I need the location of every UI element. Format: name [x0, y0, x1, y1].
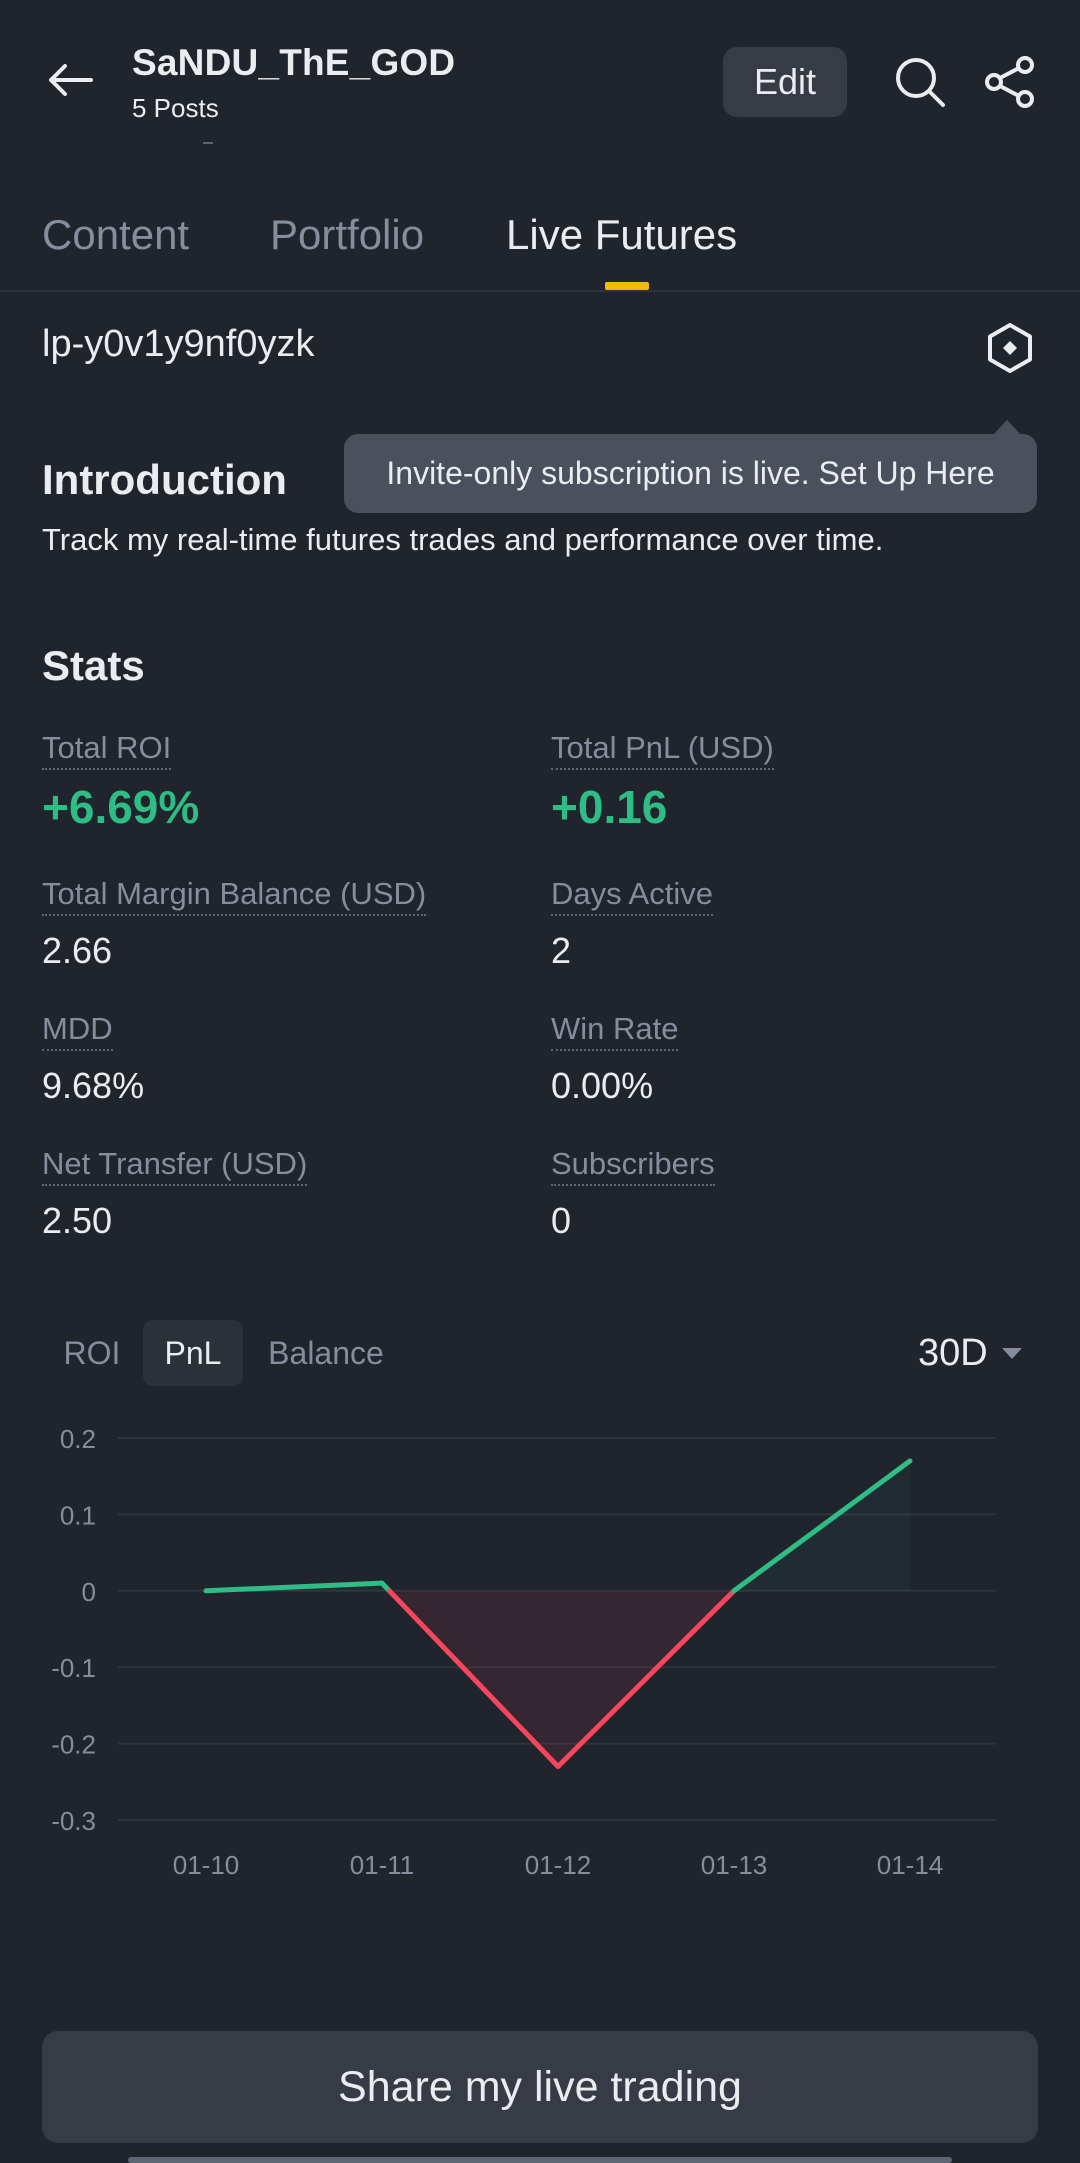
stat-label-total-roi[interactable]: Total ROI	[42, 730, 172, 770]
pnl-line-positive	[203, 1580, 385, 1594]
y-tick-label: 0.1	[60, 1500, 96, 1530]
x-tick-label: 01-14	[877, 1850, 944, 1880]
pnl-line-negative	[555, 1588, 737, 1770]
y-tick-label: 0.2	[60, 1424, 96, 1454]
stat-value-total-pnl: +0.16	[551, 781, 668, 833]
caret-down-icon	[1001, 1347, 1022, 1359]
y-tick-label: 0	[82, 1577, 96, 1607]
pnl-chart: 0.2 0.1 0 -0.1 -0.2 -0.3 01-10 01-11 01-12 01-13 0…	[51, 1424, 996, 1880]
stat-label-win-rate[interactable]: Win Rate	[551, 1011, 679, 1051]
stat-value-win-rate: 0.00%	[551, 1065, 654, 1106]
y-tick-label: -0.1	[51, 1653, 96, 1683]
y-tick-label: -0.3	[51, 1806, 96, 1836]
hexagon-settings-icon	[988, 323, 1032, 373]
settings-button[interactable]	[982, 320, 1038, 376]
subscription-tooltip[interactable]: Invite-only subscription is live. Set Up…	[344, 434, 1037, 513]
tab-content[interactable]: Content	[42, 211, 190, 258]
x-tick-label: 01-12	[525, 1850, 592, 1880]
pnl-line-negative	[386, 1588, 561, 1770]
tab-bar: Content Portfolio Live Futures	[0, 195, 1080, 292]
pnl-line-positive	[731, 1458, 913, 1594]
data-point	[557, 1766, 559, 1768]
divider	[203, 142, 213, 144]
tooltip-arrow	[993, 420, 1021, 435]
stat-value-subscribers: 0	[551, 1200, 572, 1241]
tab-portfolio[interactable]: Portfolio	[270, 211, 425, 258]
search-button[interactable]	[890, 52, 950, 112]
range-dropdown[interactable]: 30D	[918, 1328, 1022, 1378]
posts-count: 5 Posts	[132, 93, 219, 123]
data-point	[733, 1590, 735, 1592]
active-tab-indicator	[605, 282, 649, 290]
stat-label-days-active[interactable]: Days Active	[551, 876, 713, 916]
stat-value-mdd: 9.68%	[42, 1065, 145, 1106]
stat-value-margin-balance: 2.66	[42, 930, 113, 971]
search-icon	[896, 58, 945, 107]
arrow-left-icon	[49, 64, 93, 96]
data-point	[381, 1582, 383, 1584]
x-tick-label: 01-11	[350, 1850, 415, 1880]
header: SaNDU_ThE_GOD 5 Posts Edit	[0, 0, 1080, 160]
stat-label-mdd[interactable]: MDD	[42, 1011, 113, 1051]
x-tick-label: 01-13	[701, 1850, 768, 1880]
segment-roi[interactable]: ROI	[63, 1334, 121, 1371]
range-value: 30D	[918, 1331, 988, 1374]
stat-label-net-transfer[interactable]: Net Transfer (USD)	[42, 1146, 308, 1186]
stat-value-total-roi: +6.69%	[42, 781, 200, 833]
stat-value-days-active: 2	[551, 930, 572, 971]
negative-area	[558, 1590, 734, 1767]
portfolio-id: lp-y0v1y9nf0yzk	[42, 323, 315, 365]
profile-title: SaNDU_ThE_GOD	[132, 42, 456, 83]
y-tick-label: -0.2	[51, 1730, 96, 1760]
negative-area	[389, 1590, 558, 1767]
stat-label-total-pnl[interactable]: Total PnL (USD)	[551, 730, 774, 770]
edit-button[interactable]: Edit	[723, 47, 847, 117]
data-point	[205, 1590, 207, 1592]
data-point	[909, 1460, 911, 1462]
segment-balance[interactable]: Balance	[268, 1334, 384, 1371]
tab-live-futures[interactable]: Live Futures	[506, 211, 738, 258]
x-tick-label: 01-10	[173, 1850, 240, 1880]
introduction-text: Track my real-time futures trades and pe…	[42, 522, 884, 557]
home-indicator	[128, 2157, 952, 2163]
share-button[interactable]	[980, 52, 1040, 112]
back-button[interactable]	[40, 50, 100, 110]
share-live-trading-button[interactable]: Share my live trading	[42, 2031, 1038, 2143]
stat-value-net-transfer: 2.50	[42, 1200, 113, 1241]
introduction-heading: Introduction	[42, 456, 287, 503]
stat-label-subscribers[interactable]: Subscribers	[551, 1146, 715, 1186]
share-icon	[985, 56, 1034, 108]
stats-heading: Stats	[42, 642, 145, 689]
stat-label-margin-balance[interactable]: Total Margin Balance (USD)	[42, 876, 427, 916]
segment-pnl[interactable]: PnL	[143, 1320, 243, 1386]
